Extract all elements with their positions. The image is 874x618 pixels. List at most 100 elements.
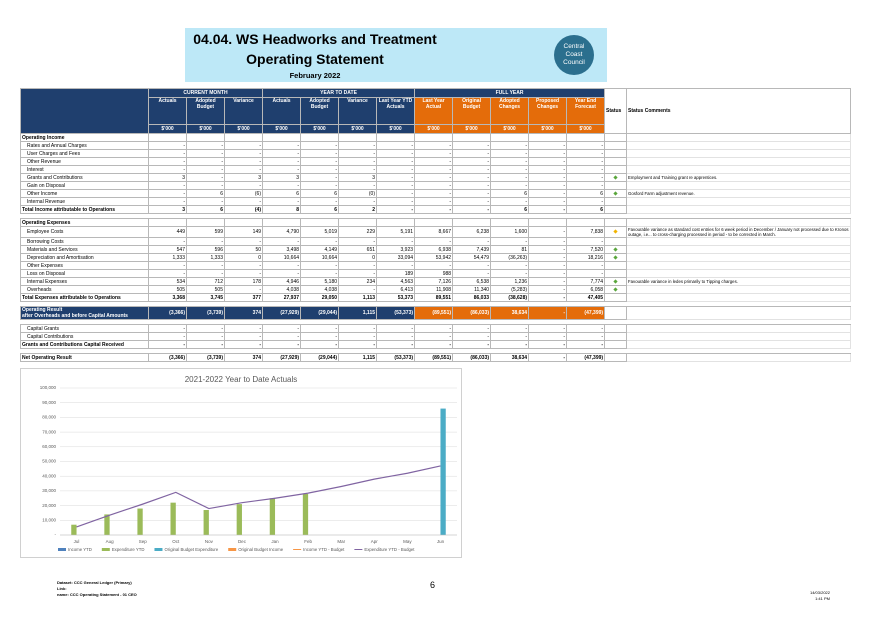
value-cell: -: [262, 340, 302, 349]
value-cell: -: [490, 237, 530, 246]
column-header: Adopted Budget: [186, 97, 225, 125]
value-cell: -: [566, 181, 606, 190]
value-cell: -: [186, 173, 225, 182]
value-cell: (3,739): [186, 353, 225, 362]
comment-cell: [626, 197, 852, 206]
table-row: Other Revenue - - - - - - - - - - - -: [20, 157, 852, 166]
value-cell: -: [490, 173, 530, 182]
value-cell: -: [414, 340, 454, 349]
comment-cell: [626, 165, 852, 174]
label-text: Other Expenses: [27, 262, 63, 269]
y-tick-label: 20,000: [42, 503, 56, 508]
value-cell: -: [300, 324, 340, 333]
row-label: Internal Expenses: [20, 277, 149, 286]
value-cell: -: [338, 332, 378, 341]
label-text: Rates and Annual Charges: [27, 142, 87, 149]
table-row: Rates and Annual Charges - - - - - - - - - - - -: [20, 141, 852, 150]
value-cell: 712: [186, 277, 225, 286]
table-row: Borrowing Costs - - - - - - - - - - - -: [20, 237, 852, 246]
value-cell: -: [300, 269, 340, 278]
row-label: Operating Result after Overheads and befo…: [20, 306, 149, 320]
status-cell: [604, 226, 628, 238]
value-cell: -: [223, 332, 264, 341]
value-cell: -: [376, 205, 416, 214]
x-tick-label: Jan: [271, 539, 279, 544]
value-cell: -: [223, 340, 264, 349]
value-cell: (89,551): [414, 306, 454, 320]
value-cell: 189: [376, 269, 416, 278]
label-text: Interest: [27, 166, 44, 173]
value-cell: -: [262, 197, 302, 206]
status-indicator: [613, 278, 618, 284]
value-cell: -: [528, 165, 568, 174]
row-label: User Charges and Fees: [20, 149, 149, 158]
value-cell: [490, 218, 530, 227]
table-row: Operating Income: [20, 133, 852, 142]
value-cell: -: [414, 165, 454, 174]
value-cell: 6: [490, 189, 530, 198]
value-cell: -: [338, 324, 378, 333]
value-cell: 1,333: [148, 253, 187, 262]
value-cell: [262, 133, 302, 142]
logo-text: Central: [564, 43, 586, 50]
value-cell: -: [186, 157, 225, 166]
value-cell: 7,774: [566, 277, 606, 286]
label-text: Other Income: [27, 190, 58, 197]
value-cell: -: [490, 141, 530, 150]
value-cell: 27,937: [262, 293, 302, 302]
status-cell: [604, 157, 628, 166]
label-text: Total Income attributable to Operations: [22, 206, 115, 213]
value-cell: -: [376, 181, 416, 190]
bar: [170, 502, 176, 535]
comment-cell: [626, 237, 852, 246]
status-cell: [604, 324, 628, 333]
comment-cell: [626, 306, 852, 320]
comment-cell: [626, 285, 852, 294]
value-cell: 6,538: [452, 277, 492, 286]
value-cell: 4,790: [262, 226, 302, 238]
value-cell: -: [262, 181, 302, 190]
value-cell: -: [338, 261, 378, 270]
x-tick-label: May: [403, 539, 412, 544]
table-row: Employee Costs 449 599 149 4,790 5,019 229 5,19…: [20, 226, 852, 238]
value-cell: [528, 218, 568, 227]
value-cell: -: [148, 165, 187, 174]
comment-cell: Employment and Training grant re apprent…: [626, 173, 852, 182]
value-cell: (3,366): [148, 306, 187, 320]
y-tick-label: 60,000: [42, 444, 56, 449]
value-cell: -: [566, 332, 606, 341]
value-cell: -: [300, 237, 340, 246]
legend-label: Original Budget Expenditure: [164, 547, 218, 552]
value-cell: -: [376, 173, 416, 182]
row-label: Operating Income: [20, 133, 149, 142]
table-row: Gain on Disposal - - - - - - - - - - - -: [20, 181, 852, 190]
value-cell: [262, 218, 302, 227]
value-cell: -: [262, 261, 302, 270]
value-cell: (27,929): [262, 306, 302, 320]
value-cell: 374: [223, 306, 264, 320]
unit-header: $'000: [148, 124, 187, 134]
value-cell: 4,563: [376, 277, 416, 286]
legend-label: Income YTD: [68, 547, 92, 552]
comment-cell: [626, 332, 852, 341]
legend-swatch: [101, 548, 110, 551]
bar: [71, 524, 77, 535]
row-label: Overheads: [20, 285, 149, 294]
value-cell: (89,551): [414, 353, 454, 362]
legend-label: Original Budget Income: [238, 547, 284, 552]
value-cell: 6,938: [414, 245, 454, 254]
value-cell: -: [300, 165, 340, 174]
value-cell: (38,628): [490, 293, 530, 302]
group-header: YEAR TO DATE: [262, 88, 416, 98]
value-cell: 3: [338, 173, 378, 182]
comment-cell: [626, 253, 852, 262]
value-cell: 7,520: [566, 245, 606, 254]
value-cell: -: [414, 141, 454, 150]
value-cell: [566, 133, 606, 142]
label-text: Employee Costs: [27, 229, 64, 235]
status-cell: [604, 237, 628, 246]
table-row: Interest - - - - - - - - - - - -: [20, 165, 852, 174]
comment-cell: Favourable variance in ledes primarily t…: [626, 277, 852, 286]
comment-cell: [626, 141, 852, 150]
table-row: Internal Expenses 534 712 178 4,946 5,180 234 4…: [20, 277, 852, 286]
